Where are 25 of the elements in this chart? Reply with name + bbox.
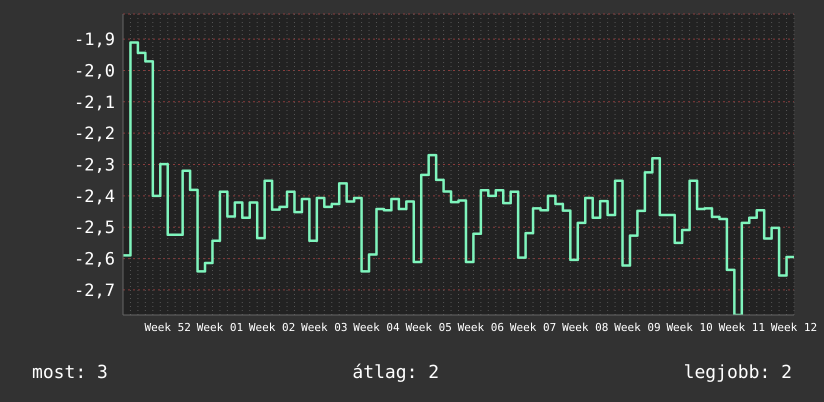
- x-tick-label: Week 04: [353, 320, 400, 334]
- x-tick-label: Week 07: [510, 320, 556, 334]
- x-tick-label: Week 02: [248, 320, 296, 334]
- y-tick-label: -2,4: [74, 186, 115, 207]
- x-tick-label: Week 11: [718, 320, 765, 334]
- x-tick-label: Week 06: [458, 320, 504, 334]
- text: most: 3: [32, 362, 108, 383]
- x-tick-label: Week 09: [614, 320, 661, 334]
- x-tick-label: Week 01: [196, 320, 244, 334]
- y-tick-label: -2,7: [74, 280, 115, 301]
- y-tick-label: -2,3: [74, 156, 115, 176]
- y-tick-label: -2,6: [74, 250, 115, 270]
- y-tick-label: -2,2: [74, 124, 115, 144]
- x-tick-label: Week 52: [144, 320, 191, 334]
- x-tick-label: Week 05: [406, 320, 452, 334]
- x-tick-label: Week 08: [562, 320, 608, 334]
- y-tick-label: -2,1: [74, 92, 115, 113]
- x-tick-label: Week 10: [666, 320, 713, 334]
- y-tick-label: -2,0: [74, 61, 115, 82]
- x-tick-label: Week 12: [770, 320, 818, 334]
- x-tick-label: Week 03: [301, 320, 348, 334]
- text: átlag: 2: [352, 362, 440, 383]
- y-tick-label: -2,5: [74, 218, 115, 238]
- text: legjobb: 2: [684, 362, 792, 383]
- y-tick-label: -1,9: [74, 30, 115, 50]
